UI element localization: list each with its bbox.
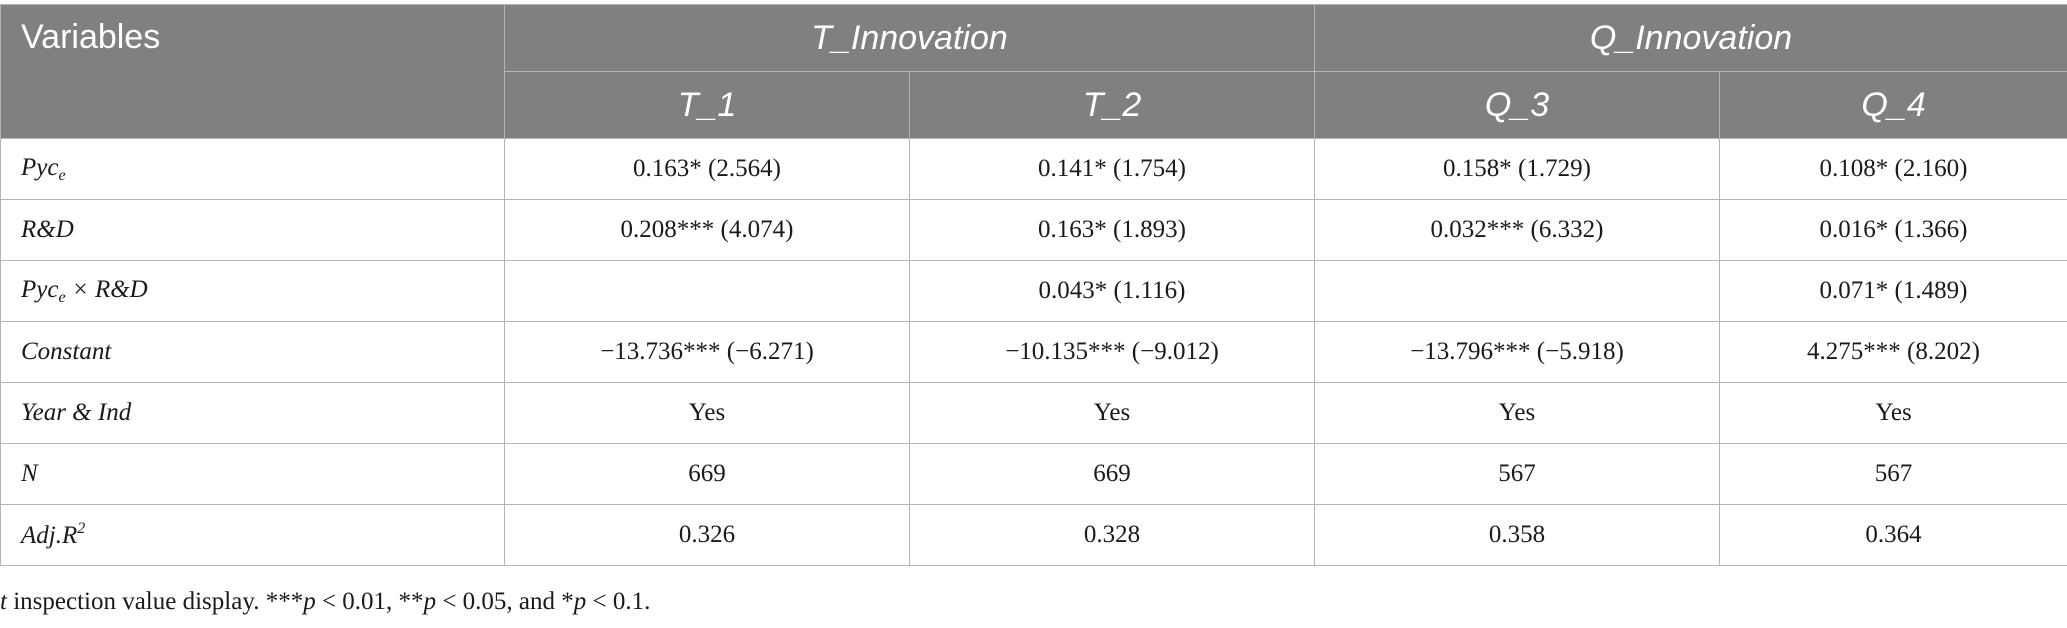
table-cell: 0.163* (2.564) — [504, 138, 910, 200]
table-cell: −10.135*** (−9.012) — [909, 321, 1315, 383]
table-cell: 0.364 — [1718, 504, 2067, 566]
table-cell: Yes — [1314, 382, 1720, 444]
table-cell — [504, 260, 910, 322]
column-header-t2: T_2 — [909, 71, 1315, 139]
table-cell: 0.141* (1.754) — [909, 138, 1315, 200]
table-row: Pyce × R&D 0.043* (1.116) 0.071* (1.489) — [0, 260, 2067, 322]
table-cell: Yes — [1718, 382, 2067, 444]
footnote-p: p — [303, 588, 316, 615]
table-row: Year & Ind Yes Yes Yes Yes — [0, 382, 2067, 444]
row-label: N — [0, 443, 505, 505]
table-cell: 0.016* (1.366) — [1718, 199, 2067, 261]
table-row: Pyce 0.163* (2.564) 0.141* (1.754) 0.158… — [0, 138, 2067, 200]
group-header-q-innovation: Q_Innovation — [1313, 4, 2067, 72]
table-cell: 567 — [1314, 443, 1720, 505]
table-cell: 0.158* (1.729) — [1314, 138, 1720, 200]
table-cell: Yes — [909, 382, 1315, 444]
column-header-q4: Q_4 — [1718, 71, 2067, 139]
row-label: Adj.R2 — [0, 504, 505, 566]
table-cell: −13.796*** (−5.918) — [1314, 321, 1720, 383]
footnote-p: p — [423, 588, 437, 615]
table-row: R&D 0.208*** (4.074) 0.163* (1.893) 0.03… — [0, 199, 2067, 261]
table-cell: 669 — [909, 443, 1315, 505]
column-header-q3: Q_3 — [1314, 71, 1720, 139]
row-label-superscript: 2 — [77, 520, 86, 537]
footnote-p: p — [573, 588, 587, 615]
group-header-t-innovation: T_Innovation — [504, 4, 1315, 72]
row-label-main: Adj.R — [21, 522, 78, 549]
table-footnote: t inspection value display. ***p < 0.01,… — [0, 588, 650, 616]
header-row-groups: Variables T_Innovation Q_Innovation — [0, 4, 2067, 139]
row-label-main: Pyc — [21, 275, 59, 303]
footnote-text: inspection value display. *** — [6, 588, 304, 615]
footnote-text: < 0.05, and * — [436, 588, 574, 615]
column-header-t1: T_1 — [504, 71, 910, 139]
row-label: Pyce — [0, 138, 505, 200]
row-label-main: Pyc — [21, 153, 59, 181]
row-label: Year & Ind — [0, 382, 505, 444]
table-row: N 669 669 567 567 — [0, 443, 2067, 505]
table-cell: 0.163* (1.893) — [909, 199, 1315, 261]
table-cell: 0.071* (1.489) — [1718, 260, 2067, 322]
footnote-t: t — [0, 588, 7, 615]
table-row: Adj.R2 0.326 0.328 0.358 0.364 — [0, 504, 2067, 566]
table-cell: 0.108* (2.160) — [1718, 138, 2067, 200]
table-cell: 567 — [1718, 443, 2067, 505]
row-label-subscript: e — [58, 166, 66, 184]
table-cell: 669 — [504, 443, 910, 505]
table-cell: 0.326 — [504, 504, 910, 566]
row-label: R&D — [0, 199, 505, 261]
row-label-subscript: e — [58, 288, 66, 306]
table-cell — [1314, 260, 1720, 322]
variables-header: Variables — [0, 4, 505, 139]
table-cell: 0.208*** (4.074) — [504, 199, 910, 261]
table-cell: −13.736*** (−6.271) — [504, 321, 910, 383]
row-label-rest: × R&D — [65, 275, 148, 303]
footnote-text: < 0.1. — [586, 588, 651, 615]
table-cell: Yes — [504, 382, 910, 444]
table-row: Constant −13.736*** (−6.271) −10.135*** … — [0, 321, 2067, 383]
row-label: Constant — [0, 321, 505, 383]
table-cell: 4.275*** (8.202) — [1718, 321, 2067, 383]
table-cell: 0.328 — [909, 504, 1315, 566]
footnote-text: < 0.01, ** — [315, 588, 424, 615]
table-cell: 0.032*** (6.332) — [1314, 199, 1720, 261]
table-cell: 0.043* (1.116) — [909, 260, 1315, 322]
regression-table: Variables T_Innovation Q_Innovation T_1 … — [0, 4, 2067, 566]
header-row-columns: T_1 T_2 Q_3 Q_4 — [1, 71, 2067, 139]
table-cell: 0.358 — [1314, 504, 1720, 566]
row-label: Pyce × R&D — [0, 260, 505, 322]
